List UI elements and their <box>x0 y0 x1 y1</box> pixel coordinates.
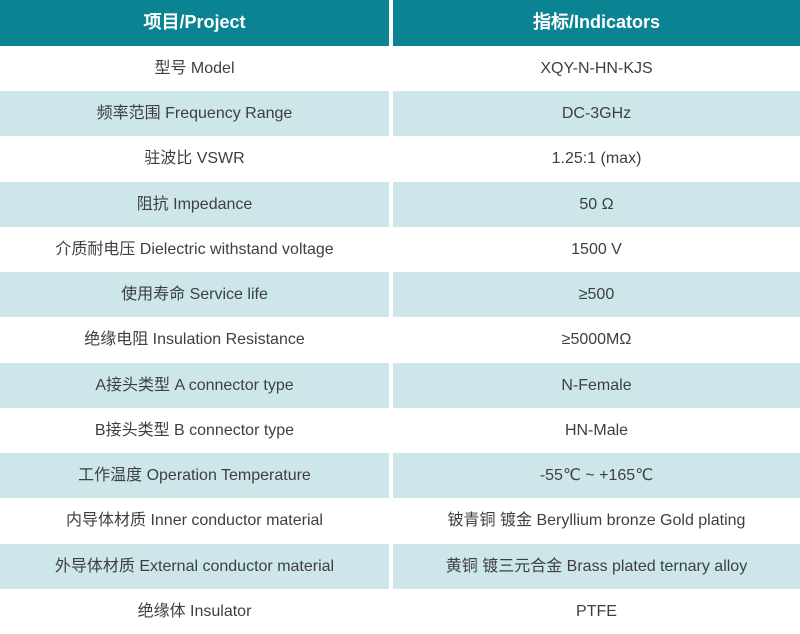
indicator-cell: 1500 V <box>393 226 800 273</box>
project-cell: 使用寿命 Service life <box>0 272 389 318</box>
table-row-insulation-resistance: 绝缘电阻 Insulation Resistance ≥5000MΩ <box>0 317 800 363</box>
table-row-inner-conductor-material: 内导体材质 Inner conductor material 铍青铜 镀金 Be… <box>0 498 800 544</box>
project-cell: 外导体材质 External conductor material <box>0 543 389 589</box>
header-cell-indicators: 指标/Indicators <box>393 0 800 46</box>
table-header-row: 项目/Project 指标/Indicators <box>0 0 800 46</box>
indicator-cell: 铍青铜 镀金 Beryllium bronze Gold plating <box>393 498 800 544</box>
project-cell: 频率范围 Frequency Range <box>0 91 389 137</box>
project-cell: A接头类型 A connector type <box>0 362 389 408</box>
table-row-service-life: 使用寿命 Service life ≥500 <box>0 272 800 318</box>
table-row-insulator: 绝缘体 Insulator PTFE <box>0 588 800 634</box>
project-cell: 内导体材质 Inner conductor material <box>0 498 389 544</box>
project-cell: 工作温度 Operation Temperature <box>0 453 389 499</box>
table-row-b-connector-type: B接头类型 B connector type HN-Male <box>0 407 800 454</box>
indicator-cell: PTFE <box>393 588 800 634</box>
project-cell: 介质耐电压 Dielectric withstand voltage <box>0 226 389 273</box>
project-cell: B接头类型 B connector type <box>0 407 389 454</box>
table-row-dielectric-withstand-voltage: 介质耐电压 Dielectric withstand voltage 1500 … <box>0 226 800 273</box>
project-cell: 绝缘电阻 Insulation Resistance <box>0 317 389 363</box>
indicator-cell: N-Female <box>393 362 800 408</box>
project-cell: 型号 Model <box>0 46 389 92</box>
table-row-external-conductor-material: 外导体材质 External conductor material 黄铜 镀三元… <box>0 543 800 589</box>
indicator-cell: 1.25:1 (max) <box>393 136 800 182</box>
indicator-cell: 黄铜 镀三元合金 Brass plated ternary alloy <box>393 543 800 589</box>
indicator-cell: -55℃ ~ +165℃ <box>393 453 800 499</box>
table-row-a-connector-type: A接头类型 A connector type N-Female <box>0 362 800 408</box>
table-row-frequency-range: 频率范围 Frequency Range DC-3GHz <box>0 91 800 137</box>
indicator-cell: XQY-N-HN-KJS <box>393 46 800 92</box>
indicator-cell: 50 Ω <box>393 181 800 227</box>
table-row-impedance: 阻抗 Impedance 50 Ω <box>0 181 800 227</box>
indicator-cell: HN-Male <box>393 407 800 454</box>
indicator-cell: ≥5000MΩ <box>393 317 800 363</box>
project-cell: 驻波比 VSWR <box>0 136 389 182</box>
table-row-vswr: 驻波比 VSWR 1.25:1 (max) <box>0 136 800 182</box>
project-cell: 绝缘体 Insulator <box>0 588 389 634</box>
indicator-cell: DC-3GHz <box>393 91 800 137</box>
indicator-cell: ≥500 <box>393 272 800 318</box>
project-cell: 阻抗 Impedance <box>0 181 389 227</box>
table-row-operation-temperature: 工作温度 Operation Temperature -55℃ ~ +165℃ <box>0 453 800 499</box>
table-row-model: 型号 Model XQY-N-HN-KJS <box>0 46 800 92</box>
header-cell-project: 项目/Project <box>0 0 389 46</box>
